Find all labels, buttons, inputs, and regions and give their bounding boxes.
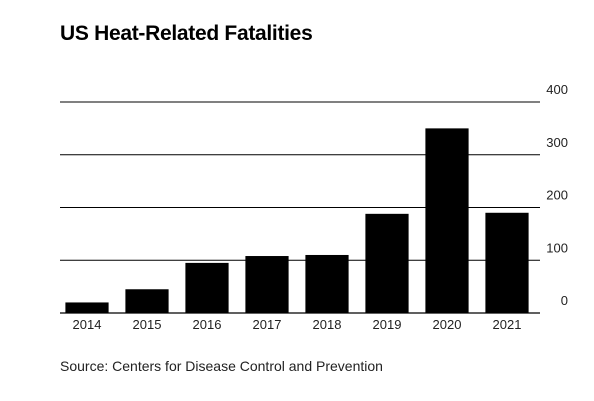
x-tick-label: 2016 <box>193 317 222 332</box>
y-tick-label: 0 <box>561 293 568 308</box>
bar-2019 <box>365 213 409 313</box>
bar-2018 <box>305 254 349 313</box>
y-tick-label: 100 <box>546 240 568 255</box>
y-tick-label: 200 <box>546 188 568 203</box>
bar-2021 <box>485 212 529 313</box>
bar-2017 <box>245 256 289 313</box>
x-tick-label: 2019 <box>373 317 402 332</box>
bar-2020 <box>425 128 469 313</box>
bar-2014 <box>65 302 109 313</box>
x-tick-label: 2017 <box>253 317 282 332</box>
x-tick-label: 2018 <box>313 317 342 332</box>
x-tick-label: 2015 <box>133 317 162 332</box>
bar-2016 <box>185 262 229 313</box>
y-tick-label: 300 <box>546 135 568 150</box>
source-note: Source: Centers for Disease Control and … <box>60 358 383 374</box>
x-tick-label: 2020 <box>433 317 462 332</box>
x-tick-label: 2014 <box>73 317 102 332</box>
chart-title: US Heat-Related Fatalities <box>60 22 313 45</box>
x-tick-label: 2021 <box>493 317 522 332</box>
bar-2015 <box>125 289 169 313</box>
y-tick-label: 400 <box>546 82 568 97</box>
